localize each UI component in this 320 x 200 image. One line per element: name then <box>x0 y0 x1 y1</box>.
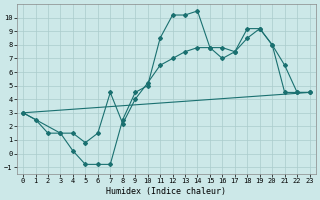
X-axis label: Humidex (Indice chaleur): Humidex (Indice chaleur) <box>106 187 226 196</box>
